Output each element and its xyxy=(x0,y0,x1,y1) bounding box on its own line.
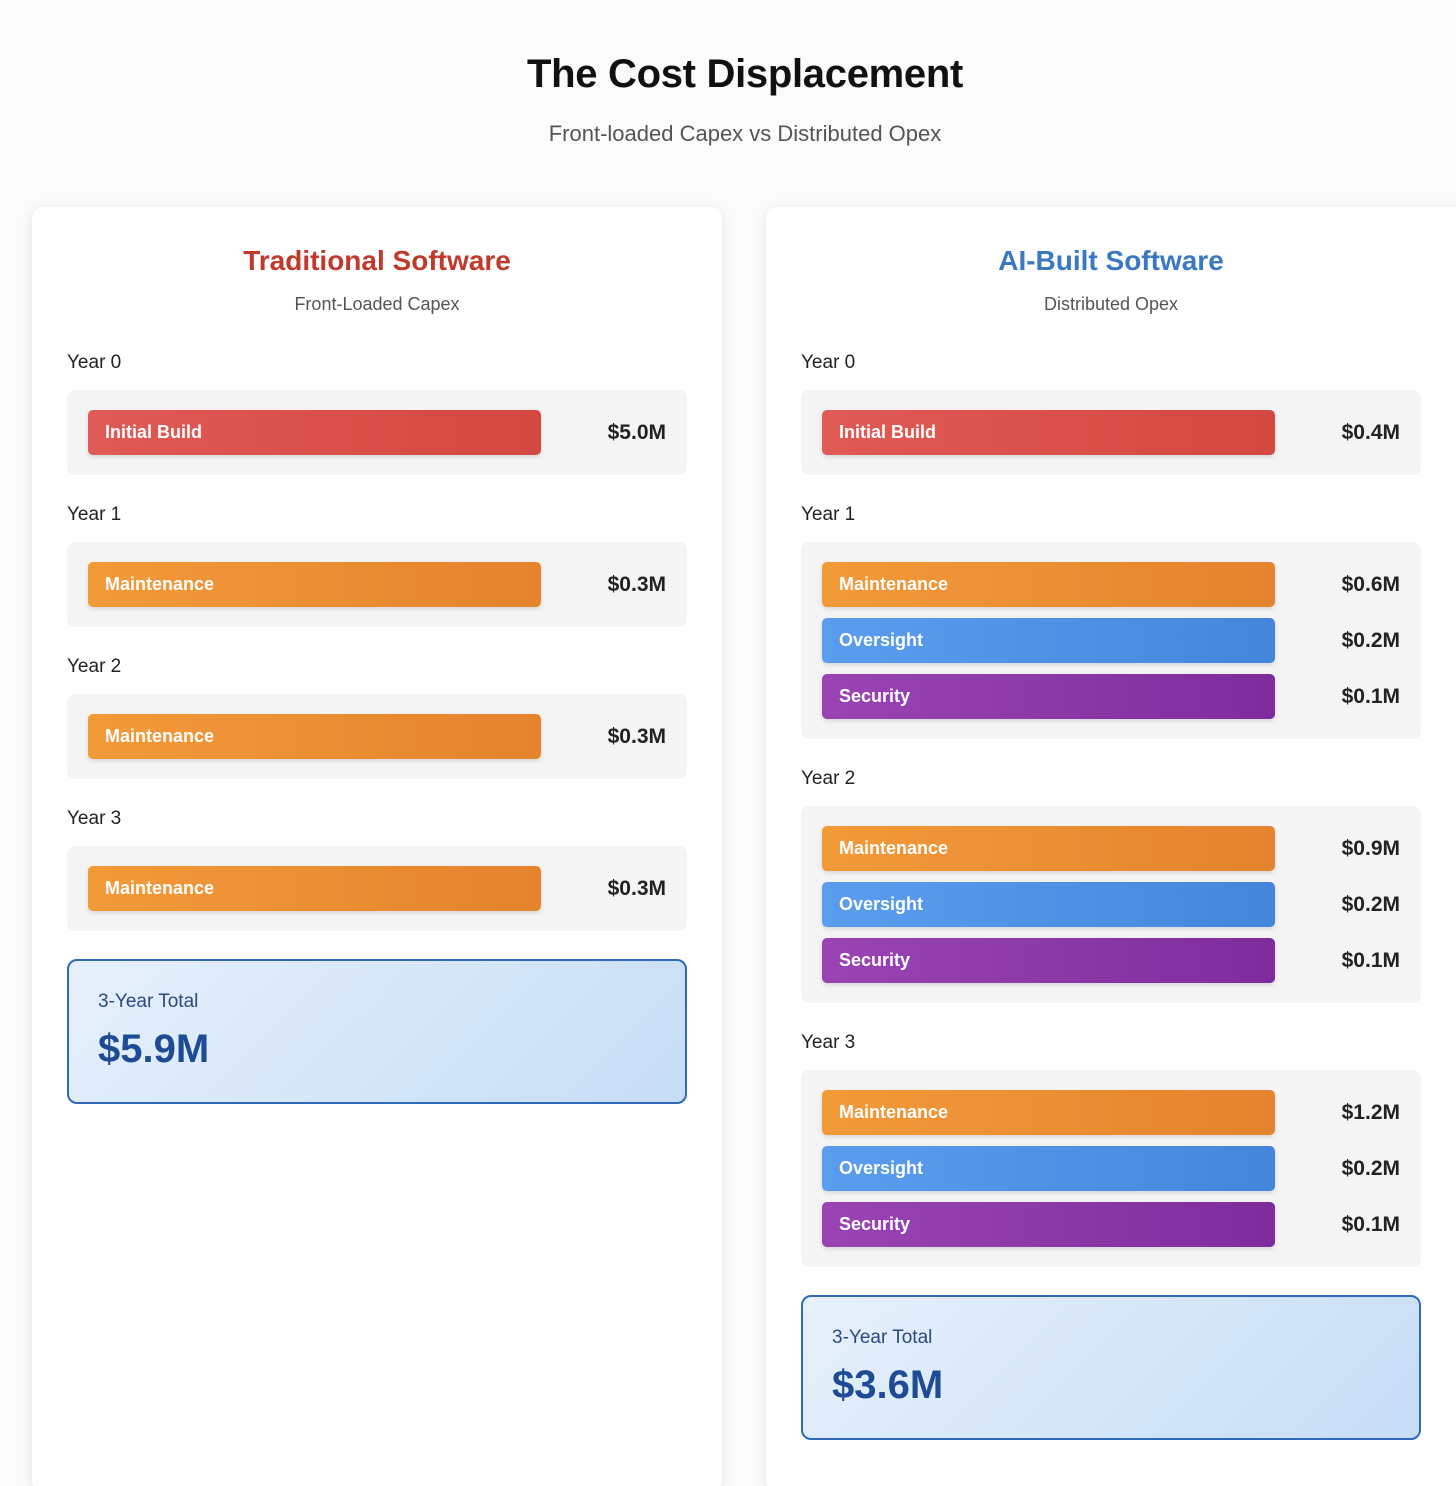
traditional-software-card: Traditional Software Front-Loaded Capex … xyxy=(32,207,722,1486)
year-label: Year 1 xyxy=(801,504,856,525)
total-label: 3-Year Total xyxy=(98,991,199,1012)
cost-row: Oversight $0.2M xyxy=(822,1146,1400,1191)
cost-row: Security $0.1M xyxy=(822,938,1400,983)
year-label: Year 2 xyxy=(67,656,122,677)
cost-value: $0.9M xyxy=(1341,836,1400,860)
cost-value: $0.4M xyxy=(1341,420,1400,444)
cost-row: Security $0.1M xyxy=(822,674,1400,719)
page-title: The Cost Displacement xyxy=(526,52,964,96)
cost-bar-initial-build: Initial Build xyxy=(822,410,1275,455)
cost-bar-oversight: Oversight xyxy=(822,1146,1275,1191)
cost-row: Maintenance $0.3M xyxy=(88,562,666,607)
card-title: Traditional Software xyxy=(243,245,511,276)
ai-built-software-card: AI-Built Software Distributed Opex Year … xyxy=(766,207,1456,1486)
year-group: Year 1 Maintenance $0.3M xyxy=(67,504,687,627)
cost-bar-maintenance: Maintenance xyxy=(88,562,541,607)
total-value: $3.6M xyxy=(832,1363,944,1407)
page-subtitle: Front-loaded Capex vs Distributed Opex xyxy=(548,121,942,146)
three-year-total-box: 3-Year Total $3.6M xyxy=(801,1295,1421,1440)
year-cost-box: Maintenance $0.9M Oversight $0.2M Securi… xyxy=(801,806,1421,1003)
header: The Cost Displacement Front-loaded Capex… xyxy=(0,0,1456,147)
year-label: Year 1 xyxy=(67,504,122,525)
cost-row: Maintenance $1.2M xyxy=(822,1090,1400,1135)
cost-bar-security: Security xyxy=(822,674,1275,719)
cost-value: $5.0M xyxy=(607,420,666,444)
year-group: Year 0 Initial Build $0.4M xyxy=(801,352,1421,475)
year-group: Year 2 Maintenance $0.9M Oversight $0.2M… xyxy=(801,768,1421,1003)
cost-value: $0.2M xyxy=(1341,1156,1400,1180)
year-list: Year 0 Initial Build $0.4M Year 1 Mainte… xyxy=(801,352,1421,1267)
year-cost-box: Initial Build $0.4M xyxy=(801,390,1421,475)
cost-row: Initial Build $0.4M xyxy=(822,410,1400,455)
cost-bar-maintenance: Maintenance xyxy=(88,866,541,911)
cost-bar-oversight: Oversight xyxy=(822,882,1275,927)
card-subtitle: Distributed Opex xyxy=(1043,294,1179,314)
year-group: Year 3 Maintenance $1.2M Oversight $0.2M… xyxy=(801,1032,1421,1267)
cost-bar-maintenance: Maintenance xyxy=(88,714,541,759)
cost-row: Initial Build $5.0M xyxy=(88,410,666,455)
cost-row: Maintenance $0.9M xyxy=(822,826,1400,871)
year-group: Year 1 Maintenance $0.6M Oversight $0.2M… xyxy=(801,504,1421,739)
cost-value: $0.3M xyxy=(607,572,666,596)
cost-value: $1.2M xyxy=(1341,1100,1400,1124)
cost-value: $0.2M xyxy=(1341,892,1400,916)
cost-value: $0.1M xyxy=(1341,684,1400,708)
cost-row: Oversight $0.2M xyxy=(822,618,1400,663)
year-cost-box: Maintenance $0.3M xyxy=(67,694,687,779)
total-label: 3-Year Total xyxy=(832,1327,933,1348)
cost-value: $0.3M xyxy=(607,724,666,748)
year-label: Year 3 xyxy=(801,1032,856,1053)
year-cost-box: Initial Build $5.0M xyxy=(67,390,687,475)
card-subtitle: Front-Loaded Capex xyxy=(294,294,460,314)
cost-value: $0.1M xyxy=(1341,948,1400,972)
cost-value: $0.2M xyxy=(1341,628,1400,652)
year-label: Year 2 xyxy=(801,768,856,789)
cost-bar-maintenance: Maintenance xyxy=(822,562,1275,607)
year-group: Year 3 Maintenance $0.3M xyxy=(67,808,687,931)
year-group: Year 0 Initial Build $5.0M xyxy=(67,352,687,475)
cost-row: Maintenance $0.3M xyxy=(88,714,666,759)
year-group: Year 2 Maintenance $0.3M xyxy=(67,656,687,779)
cost-row: Maintenance $0.3M xyxy=(88,866,666,911)
year-label: Year 3 xyxy=(67,808,122,829)
cost-value: $0.1M xyxy=(1341,1212,1400,1236)
card-title: AI-Built Software xyxy=(998,245,1224,276)
three-year-total-box: 3-Year Total $5.9M xyxy=(67,959,687,1104)
cost-bar-oversight: Oversight xyxy=(822,618,1275,663)
year-label: Year 0 xyxy=(801,352,856,373)
cost-value: $0.3M xyxy=(607,876,666,900)
cost-value: $0.6M xyxy=(1341,572,1400,596)
year-cost-box: Maintenance $0.6M Oversight $0.2M Securi… xyxy=(801,542,1421,739)
cost-bar-security: Security xyxy=(822,1202,1275,1247)
cost-row: Maintenance $0.6M xyxy=(822,562,1400,607)
year-cost-box: Maintenance $0.3M xyxy=(67,542,687,627)
cost-bar-security: Security xyxy=(822,938,1275,983)
total-value: $5.9M xyxy=(98,1027,210,1071)
cost-bar-maintenance: Maintenance xyxy=(822,1090,1275,1135)
cost-row: Security $0.1M xyxy=(822,1202,1400,1247)
cost-row: Oversight $0.2M xyxy=(822,882,1400,927)
year-list: Year 0 Initial Build $5.0M Year 1 Mainte… xyxy=(67,352,687,931)
year-label: Year 0 xyxy=(67,352,122,373)
cost-bar-maintenance: Maintenance xyxy=(822,826,1275,871)
cost-bar-initial-build: Initial Build xyxy=(88,410,541,455)
year-cost-box: Maintenance $1.2M Oversight $0.2M Securi… xyxy=(801,1070,1421,1267)
year-cost-box: Maintenance $0.3M xyxy=(67,846,687,931)
